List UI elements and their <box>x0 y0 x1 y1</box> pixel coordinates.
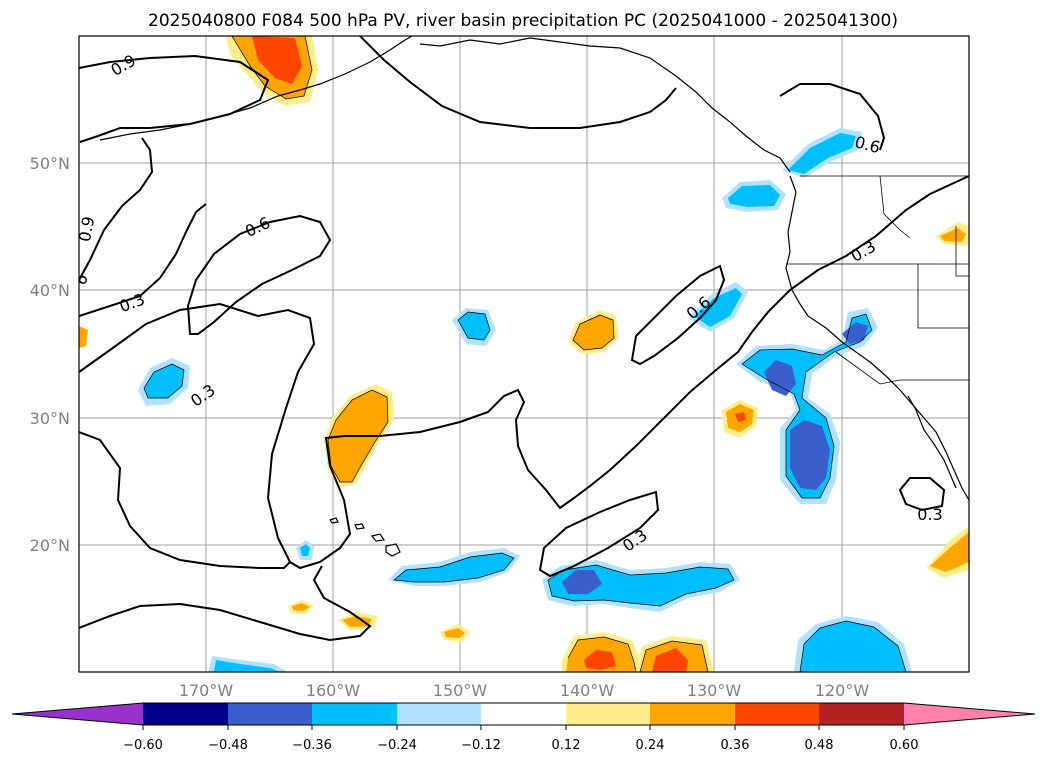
colorbar-segment <box>735 703 819 725</box>
lon-label: 120°W <box>815 681 870 700</box>
lon-label: 140°W <box>560 681 615 700</box>
precip-negative-area <box>394 553 514 582</box>
colorbar-tick-label: −0.48 <box>208 738 248 753</box>
colorbar-extend-min <box>12 703 143 725</box>
precip-negative-area <box>694 288 742 327</box>
pv-contours <box>79 36 969 642</box>
precip-negative-area <box>458 312 490 340</box>
precip-positive-area <box>584 650 616 670</box>
precip-positive-area <box>292 603 310 611</box>
precip-positive-area <box>735 412 746 422</box>
precip-positive-area <box>342 616 372 627</box>
colorbar: −0.60 −0.48 −0.36 −0.24 −0.12 0.12 0.24 … <box>11 702 1036 753</box>
colorbar-segment <box>312 703 397 725</box>
precip-negative-area <box>728 185 780 207</box>
colorbar-tick-label: 0.60 <box>890 738 919 753</box>
precip-positive-area <box>79 326 88 348</box>
lon-label: 150°W <box>433 681 488 700</box>
colorbar-tick-labels: −0.60 −0.48 −0.36 −0.24 −0.12 0.12 0.24 … <box>123 738 918 753</box>
precip-negative-area <box>562 570 602 594</box>
colorbar-segment <box>397 703 481 725</box>
lon-label: 160°W <box>306 681 361 700</box>
lat-label: 20°N <box>30 536 70 555</box>
precip-positive-area <box>252 36 302 84</box>
precip-negative-area <box>764 360 796 396</box>
colorbar-ticks <box>142 725 905 730</box>
colorbar-segment <box>143 703 228 725</box>
colorbar-tick-label: −0.12 <box>461 738 501 753</box>
figure-title: 2025040800 F084 500 hPa PV, river basin … <box>148 11 898 31</box>
contour-label: 0.3 <box>917 505 942 524</box>
lat-label: 50°N <box>30 154 70 173</box>
lon-label: 170°W <box>179 681 234 700</box>
precip-shading <box>79 36 969 672</box>
coastlines <box>99 36 969 557</box>
colorbar-segment <box>566 703 650 725</box>
colorbar-segment <box>819 703 904 725</box>
precip-positive-area <box>444 628 465 638</box>
precip-positive-area <box>573 315 614 350</box>
colorbar-segment <box>228 703 312 725</box>
colorbar-tick-label: −0.24 <box>377 738 417 753</box>
precip-positive-area <box>930 532 969 572</box>
lat-label: 40°N <box>30 281 70 300</box>
precip-positive-area <box>652 648 688 672</box>
colorbar-segment <box>481 703 566 725</box>
precip-positive-area <box>940 228 966 242</box>
map-frame <box>78 35 970 673</box>
colorbar-tick-label: −0.60 <box>123 738 163 753</box>
colorbar-tick-label: 0.12 <box>552 738 581 753</box>
colorbar-tick-label: −0.36 <box>292 738 332 753</box>
precip-negative-area <box>788 133 856 174</box>
lat-label: 30°N <box>30 409 70 428</box>
map-panel: 0.9 0.9 6 0.3 0.6 0.3 0.6 0.6 0.3 0.3 0.… <box>30 35 970 700</box>
precip-negative-area <box>800 621 906 672</box>
colorbar-segment <box>650 703 735 725</box>
colorbar-tick-label: 0.24 <box>636 738 665 753</box>
longitude-labels: 170°W 160°W 150°W 140°W 130°W 120°W <box>179 681 870 700</box>
colorbar-tick-label: 0.48 <box>805 738 834 753</box>
colorbar-tick-label: 0.36 <box>721 738 750 753</box>
contour-label: 0.9 <box>75 215 98 243</box>
precip-negative-area <box>742 314 872 498</box>
precip-negative-area <box>842 322 868 344</box>
precip-negative-area <box>214 660 280 672</box>
lon-label: 130°W <box>687 681 742 700</box>
precip-negative-area <box>300 544 310 556</box>
precip-negative-area <box>790 420 830 490</box>
latitude-labels: 50°N 40°N 30°N 20°N <box>30 154 70 555</box>
colorbar-extend-max <box>904 703 1035 725</box>
